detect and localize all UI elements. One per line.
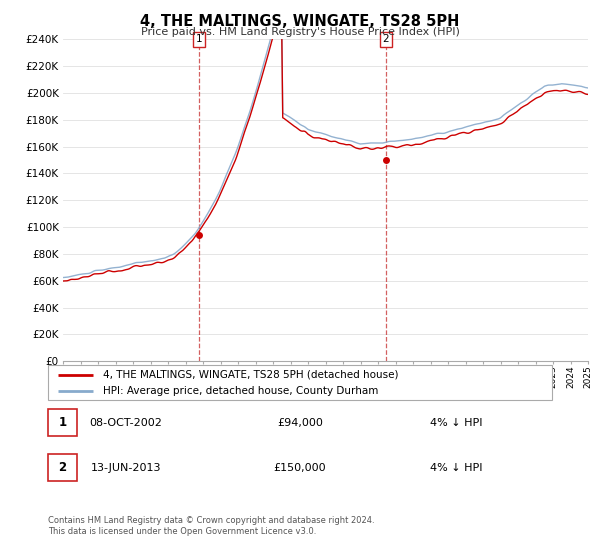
Text: £94,000: £94,000 bbox=[277, 418, 323, 428]
Text: Price paid vs. HM Land Registry's House Price Index (HPI): Price paid vs. HM Land Registry's House … bbox=[140, 27, 460, 37]
Text: 4, THE MALTINGS, WINGATE, TS28 5PH: 4, THE MALTINGS, WINGATE, TS28 5PH bbox=[140, 14, 460, 29]
Text: 08-OCT-2002: 08-OCT-2002 bbox=[89, 418, 163, 428]
Text: 4% ↓ HPI: 4% ↓ HPI bbox=[430, 418, 482, 428]
Text: 4% ↓ HPI: 4% ↓ HPI bbox=[430, 463, 482, 473]
Text: Contains HM Land Registry data © Crown copyright and database right 2024.
This d: Contains HM Land Registry data © Crown c… bbox=[48, 516, 374, 536]
Text: 2: 2 bbox=[58, 461, 67, 474]
Text: 1: 1 bbox=[196, 34, 202, 44]
Text: HPI: Average price, detached house, County Durham: HPI: Average price, detached house, Coun… bbox=[103, 386, 379, 396]
Text: 1: 1 bbox=[58, 416, 67, 430]
Text: 4, THE MALTINGS, WINGATE, TS28 5PH (detached house): 4, THE MALTINGS, WINGATE, TS28 5PH (deta… bbox=[103, 370, 399, 380]
Text: 13-JUN-2013: 13-JUN-2013 bbox=[91, 463, 161, 473]
Text: 2: 2 bbox=[383, 34, 389, 44]
Text: £150,000: £150,000 bbox=[274, 463, 326, 473]
